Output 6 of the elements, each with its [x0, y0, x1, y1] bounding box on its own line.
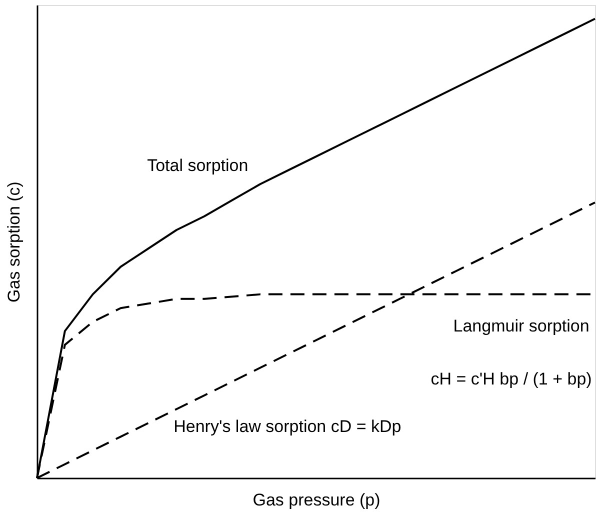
- x-axis-title: Gas pressure (p): [252, 490, 380, 510]
- series-label: Total sorption: [147, 156, 248, 176]
- y-axis-title: Gas sorption (c): [4, 182, 24, 302]
- series-label: Henry's law sorption cD = kDp: [174, 416, 402, 436]
- annotation: cH = c'H bp / (1 + bp): [430, 369, 592, 388]
- series-label: Langmuir sorption: [453, 316, 590, 336]
